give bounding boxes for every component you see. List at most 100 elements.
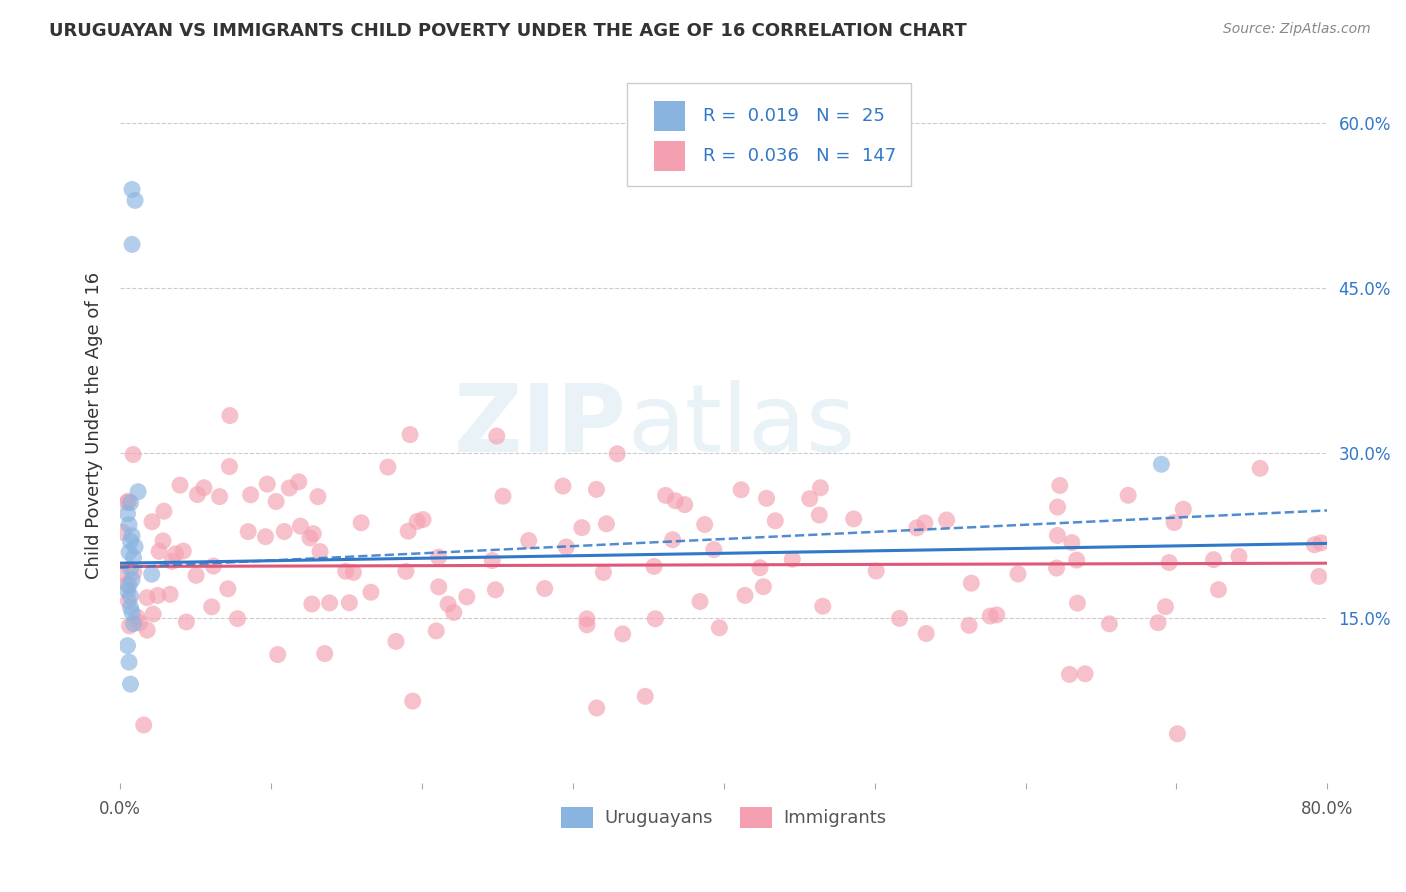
Point [273, 524, 295, 539]
Text: ZIP: ZIP [454, 380, 627, 472]
Point [585, 701, 607, 715]
Point [117, 593, 139, 607]
Point [1074, 666, 1097, 681]
Text: Source: ZipAtlas.com: Source: ZipAtlas.com [1223, 22, 1371, 37]
Point [165, 547, 187, 561]
Point [184, 568, 207, 582]
Text: R =  0.019   N =  25: R = 0.019 N = 25 [703, 107, 884, 125]
Point [399, 427, 422, 442]
Point [290, 519, 312, 533]
Point [734, 588, 756, 602]
Point [172, 544, 194, 558]
Point [865, 564, 887, 578]
Point [1249, 461, 1271, 475]
Point [1150, 457, 1173, 471]
Point [118, 619, 141, 633]
Point [571, 521, 593, 535]
Point [314, 647, 336, 661]
Point [406, 515, 429, 529]
Point [159, 587, 181, 601]
Point [612, 627, 634, 641]
Point [239, 488, 262, 502]
Point [307, 490, 329, 504]
Point [1059, 667, 1081, 681]
Point [1166, 727, 1188, 741]
Point [337, 596, 360, 610]
Text: R =  0.036   N =  147: R = 0.036 N = 147 [703, 146, 897, 165]
Point [120, 534, 142, 549]
Point [141, 515, 163, 529]
Point [118, 545, 141, 559]
Point [186, 487, 208, 501]
Point [842, 512, 865, 526]
Point [979, 609, 1001, 624]
Point [492, 489, 515, 503]
Point [396, 524, 419, 539]
Point [121, 182, 143, 196]
Point [1227, 549, 1250, 564]
Point [905, 521, 928, 535]
Point [342, 566, 364, 580]
Point [217, 582, 239, 596]
Point [551, 479, 574, 493]
Point [1049, 478, 1071, 492]
Text: atlas: atlas [627, 380, 855, 472]
Point [443, 606, 465, 620]
Point [118, 517, 141, 532]
Point [755, 491, 778, 506]
Point [120, 496, 142, 510]
Point [427, 550, 450, 565]
Point [120, 562, 142, 576]
Legend: Uruguayans, Immigrants: Uruguayans, Immigrants [554, 799, 894, 835]
Point [136, 591, 159, 605]
Point [120, 677, 142, 691]
Point [1007, 566, 1029, 581]
Point [117, 507, 139, 521]
Point [673, 498, 696, 512]
Point [437, 597, 460, 611]
Point [485, 429, 508, 443]
Point [120, 600, 142, 615]
Point [121, 606, 143, 620]
Point [278, 481, 301, 495]
Point [914, 516, 936, 530]
Point [377, 460, 399, 475]
Point [385, 634, 408, 648]
Point [202, 559, 225, 574]
Point [176, 615, 198, 629]
Point [115, 495, 138, 509]
Point [1303, 538, 1326, 552]
Point [1310, 536, 1333, 550]
Point [595, 516, 617, 531]
Point [128, 615, 150, 630]
FancyBboxPatch shape [627, 83, 911, 186]
Point [120, 589, 142, 603]
Point [124, 540, 146, 554]
Point [484, 582, 506, 597]
Point [1163, 516, 1185, 530]
Point [644, 612, 666, 626]
Point [634, 690, 657, 704]
Point [218, 459, 240, 474]
Point [402, 694, 425, 708]
Point [350, 516, 373, 530]
Point [709, 621, 731, 635]
Point [915, 626, 938, 640]
Point [118, 578, 141, 592]
Point [889, 611, 911, 625]
Point [811, 599, 834, 614]
Point [1173, 502, 1195, 516]
Point [267, 648, 290, 662]
Point [782, 552, 804, 566]
Point [1154, 599, 1177, 614]
Point [121, 573, 143, 587]
Point [256, 477, 278, 491]
Point [309, 544, 332, 558]
Point [1046, 500, 1069, 514]
Point [752, 580, 775, 594]
Point [226, 612, 249, 626]
Point [1147, 615, 1170, 630]
Point [1046, 528, 1069, 542]
Point [132, 718, 155, 732]
Point [122, 616, 145, 631]
